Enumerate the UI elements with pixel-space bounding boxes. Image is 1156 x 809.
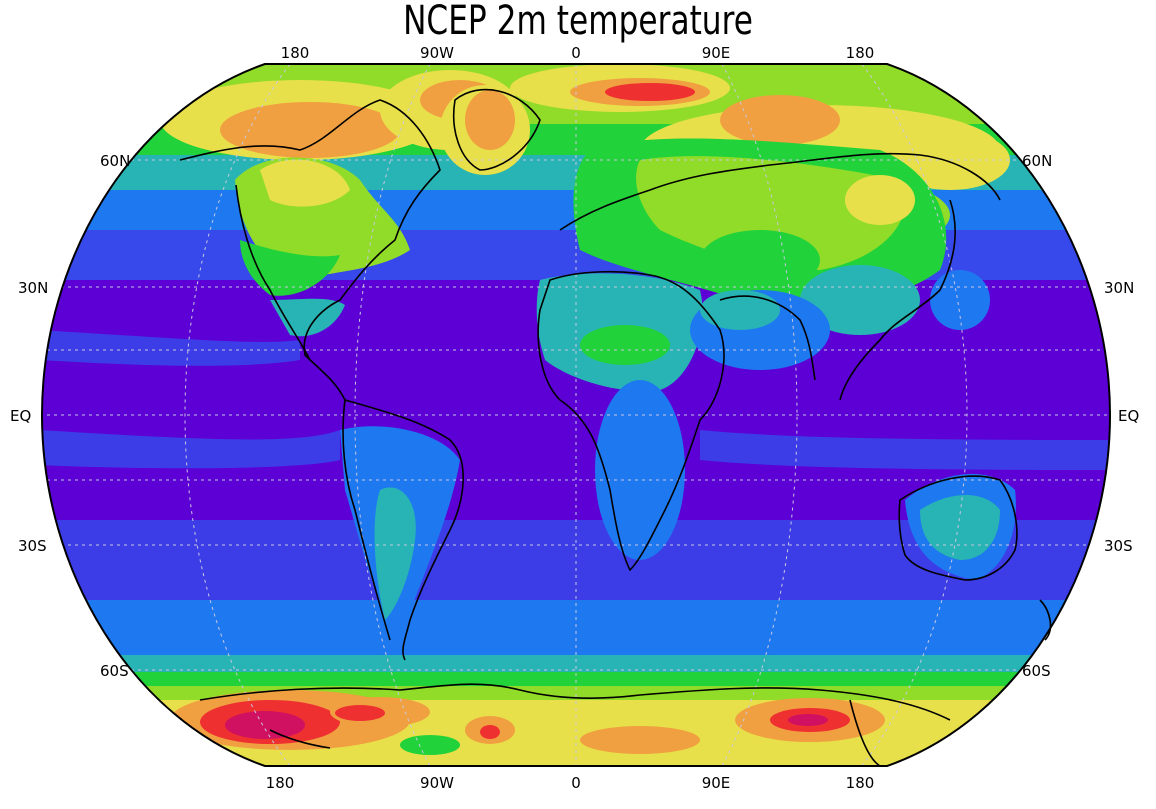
lat-label: 30S	[18, 537, 47, 555]
top-longitude-labels: 180 90W 0 90E 180	[281, 44, 875, 62]
lon-label: 90W	[420, 774, 454, 792]
lon-label: 0	[571, 44, 581, 62]
lon-label: 180	[266, 774, 295, 792]
lat-label: 30S	[1104, 537, 1133, 555]
lat-label: 60S	[1022, 662, 1051, 680]
lon-label: 180	[846, 44, 875, 62]
map-title: NCEP 2m temperature	[403, 0, 753, 44]
lon-label: 180	[846, 774, 875, 792]
left-latitude-labels: 60N 30N EQ 30S 60S	[10, 152, 130, 680]
lon-label: 180	[281, 44, 310, 62]
lon-label: 0	[571, 774, 581, 792]
graticule	[42, 64, 1110, 766]
lat-label: 60N	[1022, 152, 1052, 170]
map-border	[40, 63, 1112, 767]
lon-label: 90W	[420, 44, 454, 62]
bottom-longitude-labels: 180 90W 0 90E 180	[266, 774, 875, 792]
lat-label: 30N	[18, 279, 48, 297]
lon-label: 90E	[702, 44, 731, 62]
right-latitude-labels: 60N 30N EQ 30S 60S	[1022, 152, 1139, 680]
coastlines	[179, 88, 1052, 767]
lat-label: 30N	[1104, 279, 1134, 297]
lon-label: 90E	[702, 774, 731, 792]
lat-label: 60S	[100, 662, 129, 680]
lat-label: EQ	[10, 407, 31, 425]
lat-label: 60N	[100, 152, 130, 170]
lat-label: EQ	[1118, 407, 1139, 425]
